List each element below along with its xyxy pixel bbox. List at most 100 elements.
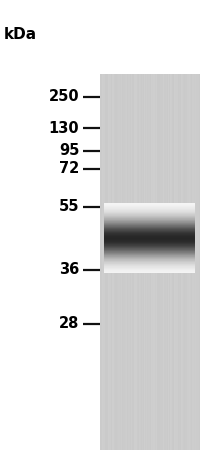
Bar — [199, 74, 200, 450]
Bar — [103, 240, 194, 241]
Bar — [103, 214, 194, 215]
Bar — [116, 74, 117, 450]
Bar — [180, 74, 181, 450]
Bar — [103, 203, 194, 204]
Bar — [135, 74, 136, 450]
Bar — [133, 74, 134, 450]
Bar — [131, 74, 132, 450]
Bar — [129, 74, 130, 450]
Bar — [103, 234, 194, 235]
Bar — [191, 74, 192, 450]
Bar — [103, 251, 194, 252]
Bar — [150, 74, 151, 450]
Bar — [103, 224, 194, 225]
Bar — [158, 74, 159, 450]
Bar — [155, 74, 156, 450]
Bar — [171, 74, 172, 450]
Bar — [103, 219, 194, 220]
Bar — [103, 271, 194, 272]
Bar — [103, 267, 194, 268]
Bar — [103, 239, 194, 240]
Bar — [103, 232, 194, 233]
Bar — [103, 261, 194, 262]
Bar — [103, 241, 194, 242]
Bar — [173, 74, 174, 450]
Bar — [103, 245, 194, 246]
Bar — [110, 74, 111, 450]
Bar — [172, 74, 173, 450]
Bar — [100, 74, 101, 450]
Bar — [147, 74, 148, 450]
Text: 95: 95 — [59, 143, 79, 158]
Bar — [103, 265, 194, 266]
Bar — [103, 246, 194, 247]
Bar — [103, 224, 194, 225]
Bar — [103, 258, 194, 259]
Bar — [160, 74, 161, 450]
Bar — [175, 74, 176, 450]
Bar — [157, 74, 158, 450]
Bar — [179, 74, 180, 450]
Bar — [159, 74, 160, 450]
Bar — [125, 74, 126, 450]
Bar — [114, 74, 115, 450]
Bar — [139, 74, 140, 450]
Text: 28: 28 — [59, 316, 79, 332]
Bar — [128, 74, 129, 450]
Bar — [137, 74, 138, 450]
Bar — [103, 204, 194, 205]
Bar — [154, 74, 155, 450]
Bar — [103, 238, 194, 239]
Bar — [103, 209, 194, 210]
Bar — [103, 268, 194, 269]
Bar — [103, 226, 194, 227]
Bar — [103, 229, 194, 230]
Bar — [105, 74, 106, 450]
Bar — [127, 74, 128, 450]
Bar — [103, 257, 194, 258]
Bar — [166, 74, 167, 450]
Bar — [136, 74, 137, 450]
Bar — [103, 218, 194, 219]
Bar — [113, 74, 114, 450]
Bar — [187, 74, 188, 450]
Bar — [103, 238, 194, 239]
Bar — [103, 206, 194, 207]
Bar — [151, 74, 152, 450]
Bar — [168, 74, 169, 450]
Bar — [140, 74, 141, 450]
Bar — [103, 236, 194, 237]
Bar — [193, 74, 194, 450]
Bar — [122, 74, 123, 450]
Bar — [130, 74, 131, 450]
Bar — [103, 74, 104, 450]
Bar — [103, 237, 194, 238]
Bar — [185, 74, 186, 450]
Bar — [195, 74, 196, 450]
Bar — [108, 74, 109, 450]
Bar — [142, 74, 143, 450]
Bar — [190, 74, 191, 450]
Bar — [189, 74, 190, 450]
Bar — [103, 250, 194, 251]
Bar — [183, 74, 184, 450]
Bar — [143, 74, 144, 450]
Bar — [103, 216, 194, 217]
Bar — [196, 74, 197, 450]
Bar — [103, 249, 194, 250]
Bar — [103, 253, 194, 254]
Bar — [103, 264, 194, 265]
Bar — [103, 228, 194, 229]
Bar — [103, 242, 194, 243]
Bar — [103, 269, 194, 270]
Bar — [112, 74, 113, 450]
Text: 72: 72 — [59, 161, 79, 176]
Bar — [103, 256, 194, 257]
Bar — [111, 74, 112, 450]
Text: 36: 36 — [59, 262, 79, 278]
Bar — [153, 74, 154, 450]
Bar — [106, 74, 107, 450]
Bar — [103, 254, 194, 255]
Bar — [103, 210, 194, 211]
Bar — [188, 74, 189, 450]
